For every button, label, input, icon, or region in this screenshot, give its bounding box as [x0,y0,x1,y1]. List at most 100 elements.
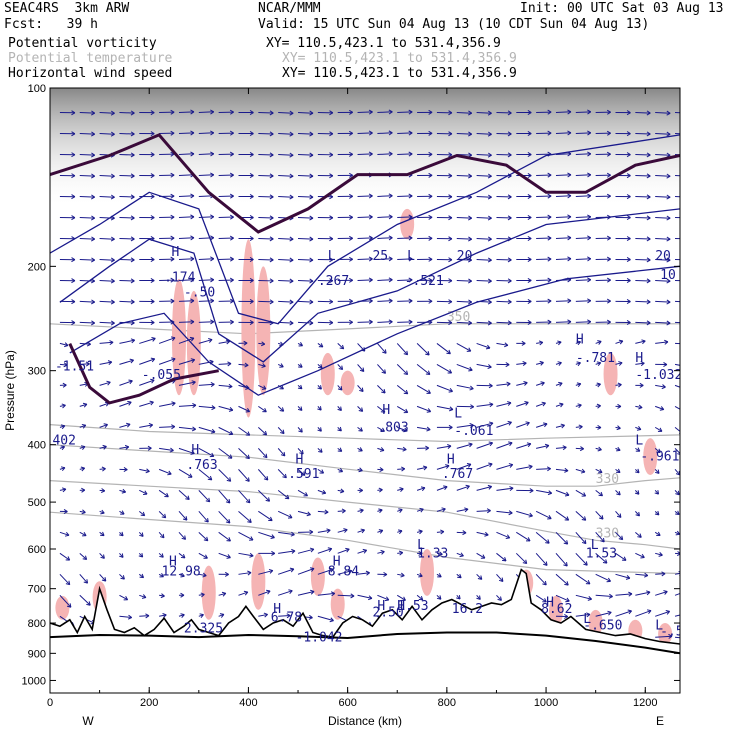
wind-arrow [257,469,269,481]
wind-arrow-shaft [675,195,680,198]
wind-arrow-shaft [655,573,666,575]
y-axis-label: Pressure (hPa) [3,350,17,431]
wind-arrow-head [368,277,373,283]
wind-arrow [258,152,274,158]
wind-arrow-shaft [79,174,95,177]
wind-arrow [278,531,295,537]
wind-arrow [397,151,413,157]
wind-arrow-head [388,130,393,136]
wind-arrow-shaft [119,195,135,198]
wind-arrow-head [329,257,334,263]
wind-arrow [536,443,550,449]
wind-arrow [138,552,144,558]
pv-shade-region [310,557,325,596]
wind-arrow [635,257,651,263]
wind-arrow [99,299,115,305]
wind-arrow-head [190,298,195,304]
wind-arrow [496,152,512,158]
wind-arrow [298,529,314,535]
wind-arrow-head [379,447,385,452]
wind-arrow-head [501,557,507,562]
wind-arrow-head [543,422,548,428]
wind-arrow-head [129,358,134,364]
wind-arrow-head [644,572,649,578]
wind-arrow-head [468,278,473,284]
wind-arrow [575,424,583,430]
wind-arrow-head [567,256,572,262]
wind-arrow [119,278,135,284]
wind-arrow [139,422,154,428]
wind-arrow-head [384,596,390,602]
wind-arrow [238,110,254,116]
wind-arrow-head [207,475,213,481]
wind-arrow-shaft [79,279,95,282]
wind-arrow-shaft [337,529,348,533]
wind-arrow-head [309,194,314,200]
wind-arrow-head [263,476,269,481]
wind-arrow-shaft [615,340,624,344]
wind-arrow [158,336,176,344]
wind-arrow-shaft [536,445,549,449]
wind-arrow-shaft [198,111,214,114]
wind-arrow [218,613,225,618]
wind-arrow-head [597,446,602,452]
x-tick-label: 600 [338,697,356,709]
wind-arrow [79,236,96,242]
wind-arrow-shaft [456,363,473,371]
wind-arrow-head [476,595,481,600]
wind-arrow [416,465,428,471]
wind-arrow-head [359,367,365,372]
wind-arrow-head [656,531,661,536]
wind-arrow [635,468,640,474]
wind-arrow-head [288,589,293,595]
wind-arrow-head [558,381,563,387]
contour-annotation: H [169,555,177,570]
wind-arrow-shaft [476,573,483,580]
wind-arrow [59,194,76,200]
wind-arrow-head [190,130,195,136]
wind-arrow-shaft [218,552,231,559]
wind-arrow-shaft [59,573,71,586]
wind-arrow-shaft [238,405,250,413]
wind-arrow [238,131,254,137]
wind-arrow-head [480,554,486,559]
wind-arrow-head [86,601,91,606]
wind-arrow-shaft [198,279,214,281]
wind-arrow-head [527,256,532,262]
wind-arrow-shaft [476,463,493,470]
wind-arrow-head [210,428,216,434]
wind-arrow-shaft [79,154,95,156]
wind-arrow [119,110,135,116]
wind-arrow-shaft [555,321,571,323]
wind-arrow-head [399,487,404,492]
wind-arrow-shaft [476,174,492,177]
wind-arrow-head [249,194,254,200]
wind-arrow-head [329,299,334,305]
wind-arrow [436,594,442,600]
wind-arrow [258,427,268,436]
wind-arrow [198,214,215,220]
wind-arrow-shaft [357,529,365,533]
wind-arrow-head [269,194,274,200]
wind-arrow [79,552,88,560]
wind-arrow-head [408,214,413,220]
wind-arrow [635,173,651,179]
wind-arrow-shaft [337,489,345,492]
wind-arrow-head [466,463,472,468]
wind-arrow-head [205,497,211,503]
wind-arrow [79,509,86,515]
wind-arrow [298,215,314,221]
wind-arrow [655,552,663,557]
wind-arrow-head [110,299,115,305]
wind-arrow-shaft [655,610,670,617]
wind-arrow [555,467,569,473]
wind-arrow-shaft [635,362,645,365]
wind-arrow-head [350,593,355,599]
wind-arrow-head [639,382,644,388]
wind-arrow [159,109,175,115]
wind-arrow [218,361,232,367]
wind-arrow-head [527,277,532,283]
wind-arrow-shaft [119,300,135,303]
wind-arrow [59,362,68,368]
wind-arrow-shaft [119,401,132,407]
